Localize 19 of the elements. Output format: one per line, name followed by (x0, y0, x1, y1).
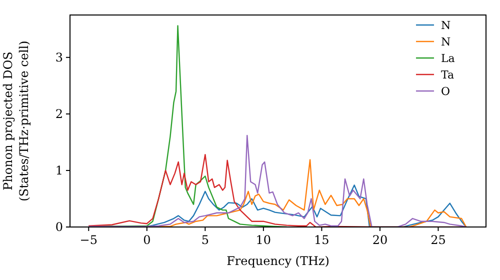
y-axis-title: Phonon projected DOS (States/THz·primitive cell) (1, 40, 31, 202)
x-axis-title: Frequency (THz) (226, 254, 330, 268)
y-tick-label: 1 (55, 163, 63, 178)
x-tick-label: −5 (80, 233, 98, 247)
legend-label: N (441, 19, 451, 32)
y-tick-label: 3 (55, 50, 63, 64)
legend-label: O (441, 85, 450, 98)
x-tick-label: 15 (314, 233, 330, 247)
x-tick-label: 25 (430, 233, 446, 247)
x-tick-label: 10 (256, 233, 272, 247)
legend-label: La (441, 52, 456, 65)
legend-label: Ta (441, 68, 454, 82)
y-tick-label: 0 (55, 220, 63, 234)
x-tick-label: 20 (372, 233, 388, 247)
x-tick-label: 5 (201, 233, 209, 247)
y-tick-label: 2 (55, 106, 63, 121)
line-series (88, 134, 467, 227)
legend-label: N (441, 36, 451, 48)
x-tick-label: 0 (143, 233, 151, 247)
